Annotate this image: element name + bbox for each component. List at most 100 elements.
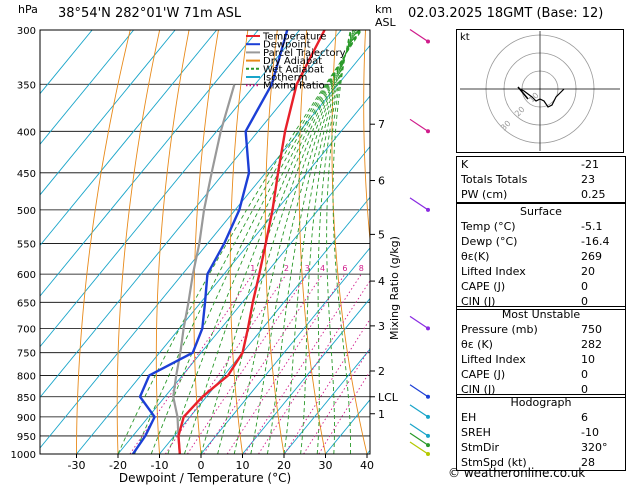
legend-label: Dewpoint	[263, 40, 311, 51]
surface-row: CAPE (J) 0	[461, 280, 588, 293]
hpa-label: hPa	[18, 3, 38, 16]
dry-adiabat-line	[155, 30, 190, 454]
wet-adiabat-line	[150, 30, 361, 454]
wind-barb-dot	[426, 207, 430, 212]
pressure-tick-label: 450	[17, 169, 36, 180]
hodograph-panel: Hodograph EH 6 SREH -10 StmDir 320° StmSpd …	[456, 394, 626, 471]
wind-barb	[409, 384, 429, 398]
most-unstable-row: Lifted Index 10	[461, 353, 595, 366]
mixing-ratio-label: 8	[359, 264, 364, 273]
km-tick-label: LCL	[378, 391, 399, 404]
pressure-tick-label: 300	[17, 26, 36, 37]
km-tick-label: 2	[378, 365, 385, 378]
x-tick-label: 10	[236, 459, 250, 472]
pressure-tick-label: 600	[17, 270, 36, 281]
km-unit: km	[375, 3, 393, 16]
x-tick-label: -20	[109, 459, 127, 472]
dry-adiabat-line	[76, 30, 131, 454]
wind-barb-dot	[426, 394, 430, 399]
wind-barb-dot	[426, 39, 430, 44]
wind-barb	[409, 441, 429, 455]
isotherm-line	[283, 348, 370, 454]
storm-motion-arrow	[517, 86, 529, 100]
km-tick-label: 3	[378, 320, 385, 333]
legend-label: Mixing Ratio	[263, 81, 325, 92]
wind-barb	[409, 423, 429, 437]
wet-adiabat-line	[266, 30, 355, 454]
dry-adiabat-line	[298, 30, 326, 454]
isotherm-line	[40, 30, 135, 145]
dry-adiabat-line	[264, 30, 285, 454]
isotherm-line	[40, 30, 301, 348]
pressure-tick-label: 900	[17, 413, 36, 424]
parcel-trajectory-profile	[172, 83, 236, 454]
wind-barb	[409, 432, 429, 446]
dry-adiabat-line	[229, 30, 249, 454]
surface-row: Temp (°C) -5.1	[461, 220, 603, 233]
hodograph-unit-label: kt	[460, 32, 470, 43]
hodograph-row: EH 6	[461, 411, 588, 424]
index-row: Totals Totals 23	[461, 173, 595, 186]
wind-barb-dot	[426, 129, 430, 134]
isotherm-line	[40, 30, 259, 297]
most-unstable-row: CIN (J) 0	[461, 383, 588, 396]
wet-adiabat-line	[326, 30, 352, 454]
km-tick-label: 5	[378, 228, 385, 241]
mixing-ratio-line	[284, 318, 370, 454]
legend-label: Isotherm	[263, 73, 307, 84]
mixing-ratio-line	[129, 273, 254, 454]
mixing-ratio-line	[258, 279, 370, 454]
dewpoint-profile	[131, 30, 289, 454]
km-tick-label: 6	[378, 175, 385, 188]
hodograph-row: SREH -10	[461, 426, 599, 439]
isotherm-line	[242, 297, 370, 454]
x-tick-label: -10	[151, 459, 169, 472]
km-tick-label: 1	[378, 408, 385, 421]
wet-adiabat-line	[300, 30, 354, 454]
wet-adiabat-line	[134, 30, 362, 454]
legend-label: Wet Adiabat	[263, 64, 324, 75]
wind-barb	[409, 118, 429, 132]
asl-unit: ASL	[375, 16, 396, 29]
mixing-ratio-label: 20	[412, 264, 422, 273]
surface-row: θε(K) 269	[461, 250, 602, 263]
x-axis-title: Dewpoint / Temperature (°C)	[119, 471, 291, 485]
isotherm-line	[40, 44, 370, 449]
x-tick-label: 20	[277, 459, 291, 472]
wet-adiabat-line	[233, 30, 357, 454]
wind-barb	[409, 197, 429, 211]
mixing-ratio-label: 6	[342, 264, 347, 273]
pressure-tick-label: 750	[17, 349, 36, 360]
location-title: 38°54'N 282°01'W 71m ASL	[58, 6, 242, 21]
most-unstable-row: CAPE (J) 0	[461, 368, 588, 381]
most-unstable-panel: Most Unstable Pressure (mb) 750 θε (K) 282…	[456, 306, 626, 398]
dry-adiabat-line	[331, 30, 368, 454]
surface-row: Lifted Index 20	[461, 265, 595, 278]
wet-adiabat-line	[117, 30, 363, 454]
surface-title: Surface	[520, 205, 562, 218]
plot-frame	[39, 29, 371, 455]
wind-barb-dot	[426, 433, 430, 438]
legend-label: Dry Adiabat	[263, 56, 322, 67]
wet-adiabat-line	[183, 30, 360, 454]
most-unstable-row: Pressure (mb) 750	[461, 323, 602, 336]
mixing-ratio-label: 3	[305, 264, 310, 273]
isotherm-line	[40, 30, 342, 399]
dry-adiabat-line	[363, 30, 370, 245]
wind-barb-dot	[426, 452, 430, 456]
wet-adiabat-line	[332, 30, 351, 454]
km-tick-label: 7	[378, 118, 385, 131]
pressure-tick-label: 700	[17, 324, 36, 335]
mixing-ratio-line	[303, 347, 370, 454]
indices-panel: K -21 Totals Totals 23 PW (cm) 0.25	[456, 156, 626, 203]
x-tick-label: -30	[68, 459, 86, 472]
legend-label: Temperature	[262, 32, 326, 43]
dry-adiabat-line	[116, 30, 161, 454]
pressure-tick-label: 950	[17, 432, 36, 443]
wet-adiabat-line	[283, 30, 355, 454]
mixing-ratio-label: 25	[426, 264, 436, 273]
dry-adiabat-line	[394, 30, 450, 454]
x-tick-label: 0	[198, 459, 205, 472]
wind-barb-dot	[426, 443, 430, 448]
